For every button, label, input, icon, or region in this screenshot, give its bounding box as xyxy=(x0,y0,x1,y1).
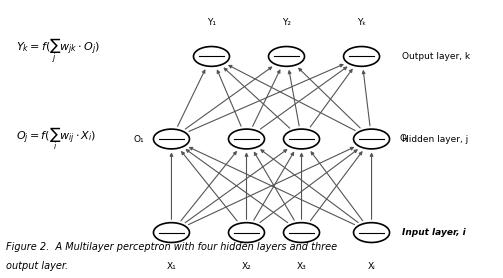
Text: $Y_k = f(\sum_j w_{jk} \cdot O_j)$: $Y_k = f(\sum_j w_{jk} \cdot O_j)$ xyxy=(17,36,101,66)
Text: Y₁: Y₁ xyxy=(207,18,216,27)
Text: Oⱼ: Oⱼ xyxy=(399,135,408,143)
Text: Input layer, i: Input layer, i xyxy=(401,228,465,237)
Circle shape xyxy=(269,46,304,66)
Text: Xᵢ: Xᵢ xyxy=(368,262,375,271)
Text: O₁: O₁ xyxy=(133,135,144,143)
Circle shape xyxy=(344,46,380,66)
Text: Output layer, k: Output layer, k xyxy=(401,52,470,61)
Text: Y₂: Y₂ xyxy=(282,18,291,27)
Circle shape xyxy=(153,223,190,242)
Circle shape xyxy=(228,223,265,242)
Text: $O_j = f(\sum_i w_{ij} \cdot X_i)$: $O_j = f(\sum_i w_{ij} \cdot X_i)$ xyxy=(17,126,97,152)
Text: X₁: X₁ xyxy=(166,262,177,271)
Circle shape xyxy=(284,129,319,149)
Text: X₂: X₂ xyxy=(241,262,252,271)
Text: Hidden layer, j: Hidden layer, j xyxy=(401,135,468,143)
Circle shape xyxy=(284,223,319,242)
Text: Figure 2.  A Multilayer perceptron with four hidden layers and three: Figure 2. A Multilayer perceptron with f… xyxy=(7,242,338,252)
Circle shape xyxy=(194,46,229,66)
Circle shape xyxy=(228,129,265,149)
Circle shape xyxy=(153,129,190,149)
Circle shape xyxy=(354,129,389,149)
Text: output layer.: output layer. xyxy=(7,261,68,271)
Text: X₃: X₃ xyxy=(297,262,306,271)
Text: Yₖ: Yₖ xyxy=(357,18,366,27)
Circle shape xyxy=(354,223,389,242)
